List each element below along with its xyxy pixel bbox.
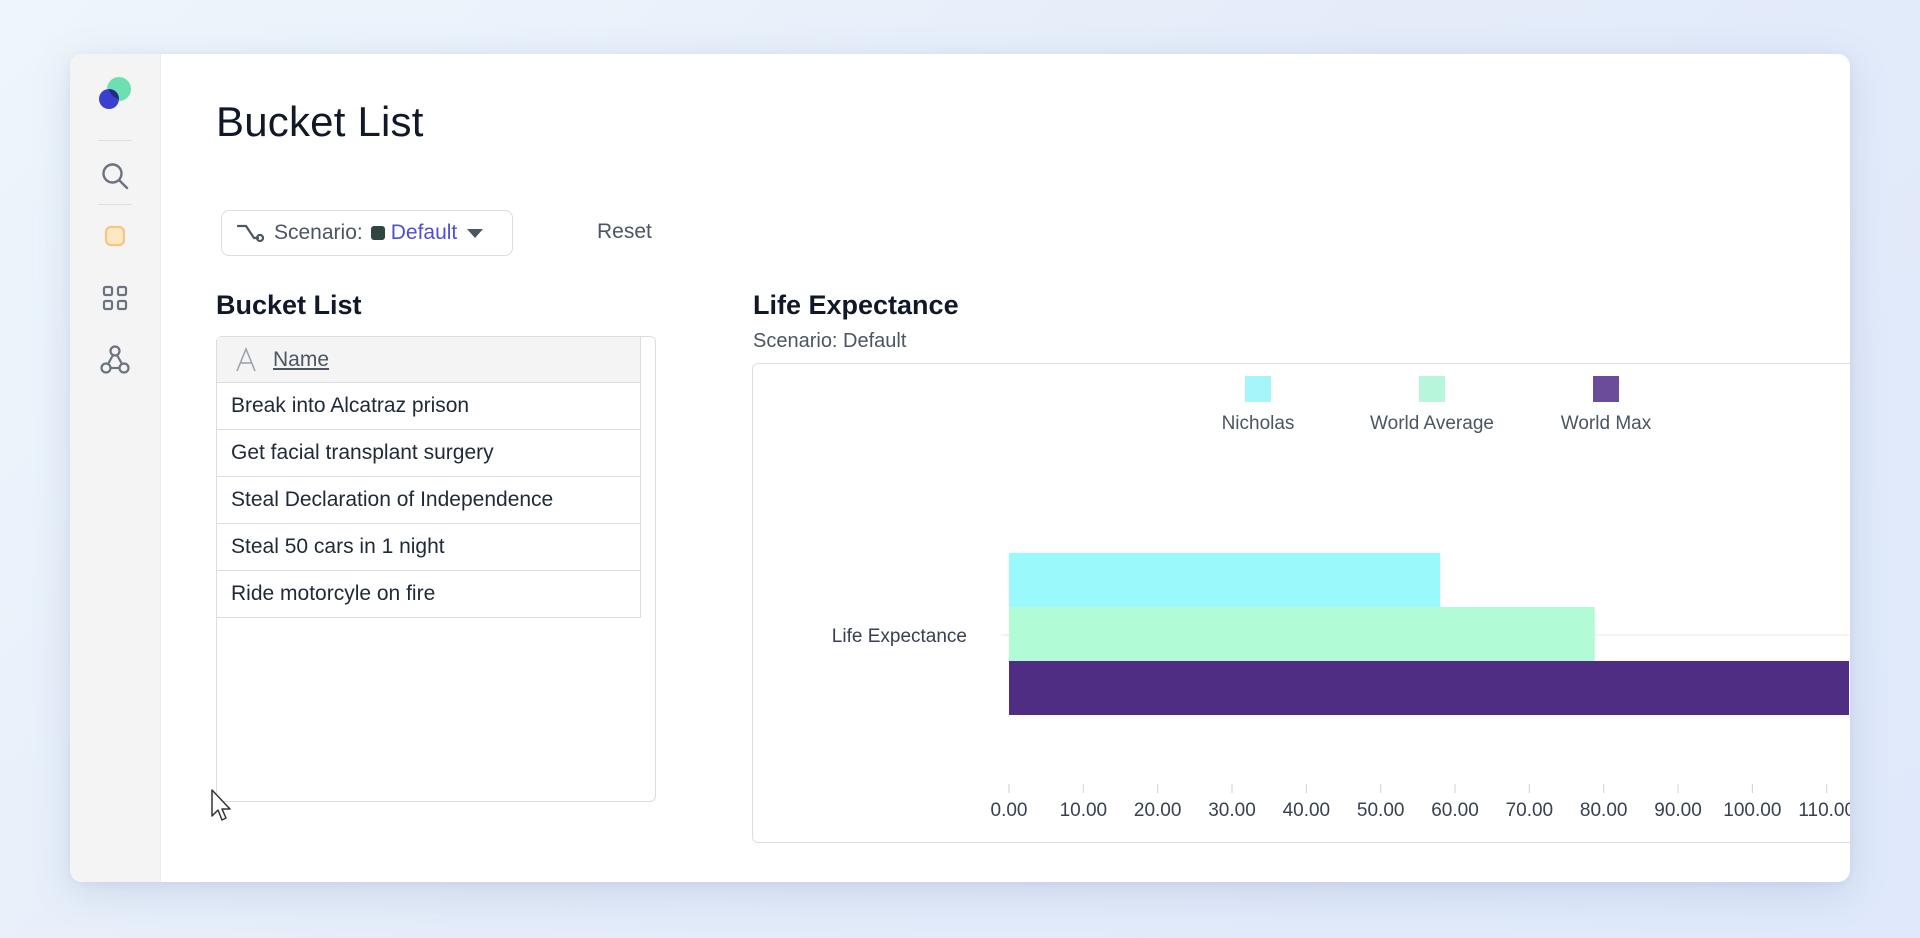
x-tick-label: 70.00 <box>1506 800 1554 821</box>
bar-nicholas <box>1009 553 1441 607</box>
column-header-name: Name <box>273 347 330 371</box>
table-header-name[interactable]: Name <box>217 337 641 383</box>
table-row[interactable]: Ride motorcyle on fire <box>217 571 641 618</box>
app-window: Bucket List Scenario: Default Reset Buck… <box>70 54 1850 882</box>
scenario-value: Default <box>390 221 458 244</box>
text-type-icon <box>233 346 259 373</box>
x-tick-label: 20.00 <box>1134 800 1182 821</box>
category-label: Life Expectance <box>832 626 967 647</box>
scenario-selector[interactable]: Scenario: Default <box>221 210 513 256</box>
table-row[interactable]: Steal Declaration of Independence <box>217 477 641 524</box>
legend-label: Nicholas <box>1222 413 1295 434</box>
scenario-color-dot <box>370 226 385 240</box>
x-tick-label: 100.00 <box>1723 800 1781 821</box>
x-tick-label: 80.00 <box>1580 800 1628 821</box>
x-tick-label: 60.00 <box>1431 800 1479 821</box>
chart-title: Life Expectance <box>753 290 959 320</box>
x-tick-label: 90.00 <box>1654 800 1702 821</box>
legend-swatch <box>1593 376 1619 402</box>
x-tick-label: 50.00 <box>1357 800 1405 821</box>
logo-icon[interactable] <box>70 74 160 114</box>
mouse-cursor-icon <box>210 788 234 827</box>
legend-swatch <box>1245 376 1271 402</box>
app-square-icon[interactable] <box>70 216 160 256</box>
life-expectance-chart: Nicholas World Average World Max Life Expec… <box>752 363 1850 843</box>
main-content: Bucket List Scenario: Default Reset Buck… <box>161 54 1850 882</box>
bucket-list-table: Name Break into Alcatraz prison Get faci… <box>216 336 656 802</box>
bucket-list-title: Bucket List <box>216 290 362 320</box>
chart-subtitle: Scenario: Default <box>753 330 907 352</box>
table-row[interactable]: Break into Alcatraz prison <box>217 383 641 430</box>
bar-world-average <box>1009 607 1595 661</box>
legend-label: World Average <box>1370 413 1494 434</box>
chevron-down-icon <box>467 221 484 245</box>
table-row[interactable]: Get facial transplant surgery <box>217 430 641 477</box>
bar-world-max <box>1009 661 1849 715</box>
sidebar <box>70 54 161 882</box>
chart-canvas: Nicholas World Average World Max Life Expec… <box>832 376 1850 821</box>
scenario-label: Scenario: <box>274 221 363 244</box>
hub-network-icon[interactable] <box>70 340 160 380</box>
x-tick-label: 110.00 <box>1798 800 1850 821</box>
x-tick-label: 0.00 <box>991 800 1028 821</box>
table-row[interactable]: Steal 50 cars in 1 night <box>217 524 641 571</box>
page-title: Bucket List <box>216 98 424 145</box>
legend-swatch <box>1419 376 1445 402</box>
search-icon[interactable] <box>70 156 160 196</box>
x-tick-label: 40.00 <box>1283 800 1331 821</box>
scenario-branch-icon <box>236 222 264 244</box>
reset-button[interactable]: Reset <box>597 220 652 243</box>
grid-icon[interactable] <box>70 278 160 318</box>
x-tick-label: 10.00 <box>1060 800 1108 821</box>
x-tick-label: 30.00 <box>1208 800 1256 821</box>
legend-label: World Max <box>1561 413 1652 434</box>
